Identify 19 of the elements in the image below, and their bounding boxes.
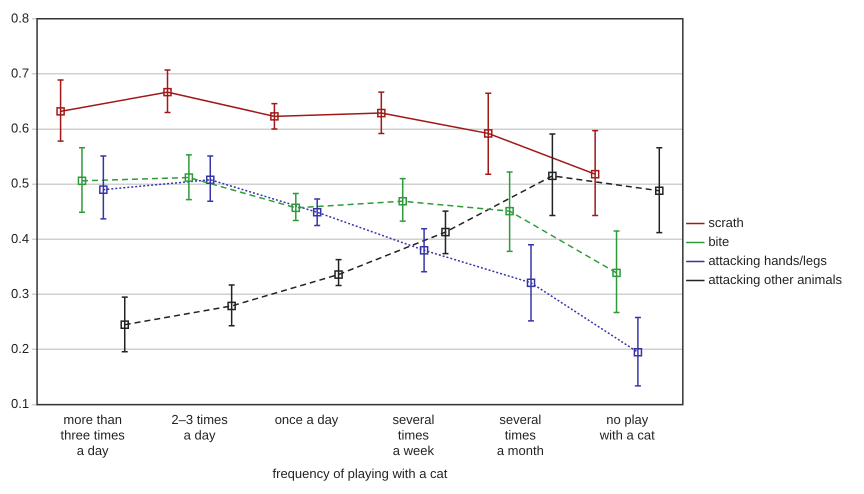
x-tick-label: no play with a cat [598,412,656,443]
x-axis-title: frequency of playing with a cat [272,466,448,481]
x-tick-label: several times a month [496,412,544,458]
x-tick-label: once a day [274,412,339,427]
x-tick-label: 2–3 times a day [171,412,228,443]
legend-label: attacking other animals [708,272,842,288]
y-tick-label: 0.6 [10,120,30,136]
legend-label: attacking hands/legs [708,253,828,268]
y-tick-label: 0.7 [10,65,30,80]
legend-label: bite [708,234,730,250]
y-tick-label: 0.1 [10,396,30,412]
y-tick-label: 0.4 [10,230,30,246]
y-tick-label: 0.2 [10,341,30,356]
y-tick-label: 0.5 [10,176,30,191]
x-tick-label: more than three times a day [60,412,126,458]
y-tick-label: 0.8 [10,10,30,26]
legend-label: scrath [708,215,744,230]
x-tick-label: several times a week [392,412,434,458]
y-tick-label: 0.3 [10,286,30,301]
